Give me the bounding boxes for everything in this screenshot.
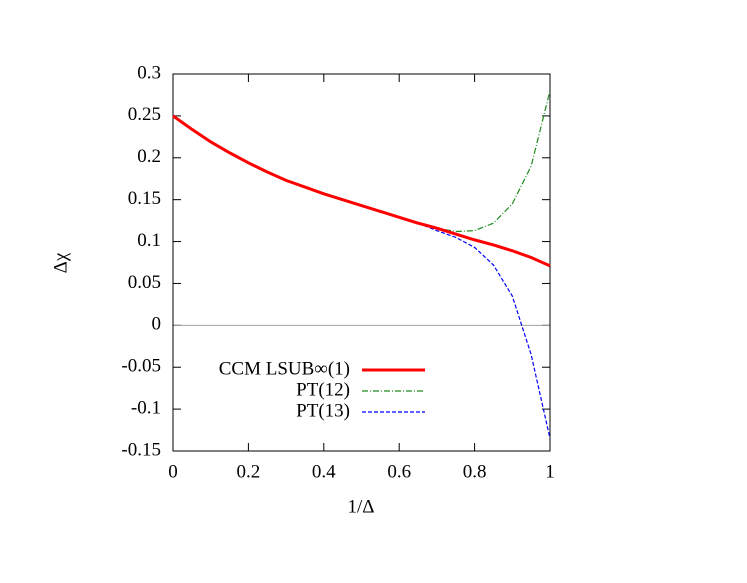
series-line xyxy=(172,115,551,439)
x-tick-label: 0.6 xyxy=(387,461,411,482)
y-tick-label: 0.3 xyxy=(137,62,161,83)
y-tick-label: 0 xyxy=(152,314,162,335)
series-line xyxy=(172,114,551,268)
y-tick-label: -0.1 xyxy=(131,397,161,418)
y-tick-label: 0.1 xyxy=(137,230,161,251)
x-tick-label: 0.2 xyxy=(237,461,261,482)
y-tick-label: 0.15 xyxy=(128,188,161,209)
y-tick-label: -0.15 xyxy=(121,439,161,460)
series-line xyxy=(172,90,551,233)
y-tick-label: 0.2 xyxy=(137,146,161,167)
plot-frame xyxy=(172,73,551,452)
legend-label: PT(13) xyxy=(296,400,350,421)
x-axis-label: 1/Δ xyxy=(348,496,375,517)
legend-label: PT(12) xyxy=(296,379,350,400)
y-tick-label: 0.05 xyxy=(128,272,161,293)
x-tick-label: 0.4 xyxy=(312,461,336,482)
y-tick-label: 0.25 xyxy=(128,104,161,125)
x-tick-label: 0 xyxy=(168,461,178,482)
x-tick-label: 1 xyxy=(545,461,555,482)
x-tick-label: 0.8 xyxy=(463,461,487,482)
y-axis-label: Δχ xyxy=(50,252,71,273)
legend-label: CCM LSUB∞(1) xyxy=(219,358,350,379)
y-tick-label: -0.05 xyxy=(121,356,161,377)
